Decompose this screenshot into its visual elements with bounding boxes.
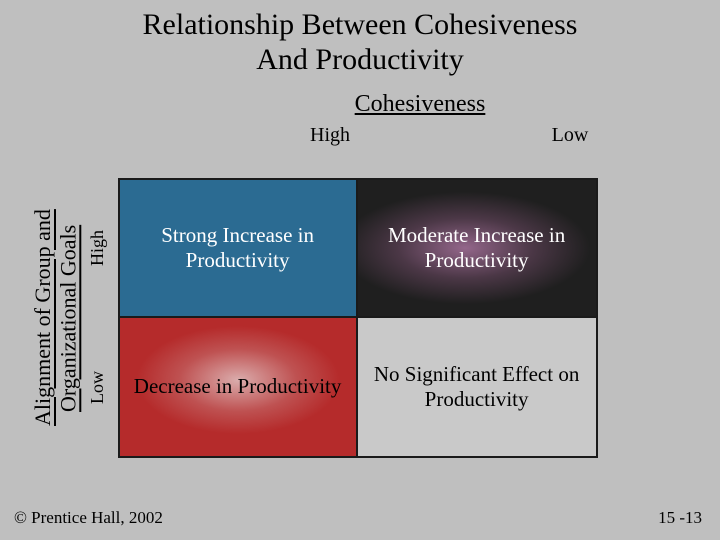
x-axis-title: Cohesiveness xyxy=(120,91,720,118)
col-header-high: High xyxy=(210,124,450,147)
matrix-area: Alignment of Group and Organizational Go… xyxy=(30,178,598,458)
matrix-grid: Strong Increase in Productivity Moderate… xyxy=(118,178,598,458)
row-header-high: High xyxy=(87,178,108,318)
y-title-line-2: Organizational Goals xyxy=(55,224,80,411)
y-title-line-1: Alignment of Group and xyxy=(30,210,55,427)
quadrant-text: No Significant Effect on Productivity xyxy=(368,362,586,412)
quadrant-text: Strong Increase in Productivity xyxy=(130,223,346,273)
quadrant-high-high: Strong Increase in Productivity xyxy=(120,180,358,318)
title-line-2: And Productivity xyxy=(256,43,464,76)
quadrant-high-low: Moderate Increase in Productivity xyxy=(358,180,596,318)
footer-page-number: 15 -13 xyxy=(658,508,702,528)
quadrant-text: Decrease in Productivity xyxy=(134,374,342,399)
quadrant-low-high: Decrease in Productivity xyxy=(120,318,358,456)
title-line-1: Relationship Between Cohesiveness xyxy=(143,8,578,41)
footer-copyright: © Prentice Hall, 2002 xyxy=(14,508,163,528)
quadrant-low-low: No Significant Effect on Productivity xyxy=(358,318,596,456)
y-axis-title: Alignment of Group and Organizational Go… xyxy=(30,178,81,458)
row-header-low: Low xyxy=(87,318,108,458)
col-header-low: Low xyxy=(450,124,690,147)
page-title: Relationship Between Cohesiveness And Pr… xyxy=(0,0,720,77)
row-headers: High Low xyxy=(87,178,108,458)
quadrant-text: Moderate Increase in Productivity xyxy=(368,223,586,273)
column-headers: High Low xyxy=(210,124,690,147)
